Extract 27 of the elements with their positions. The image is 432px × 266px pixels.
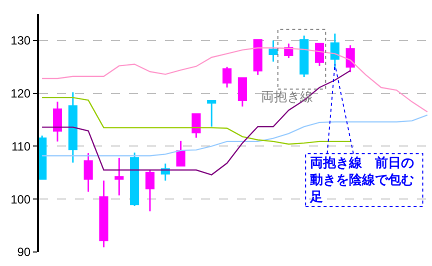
- candlestick: [130, 152, 140, 207]
- candlestick: [253, 39, 262, 76]
- candlestick: [192, 112, 201, 139]
- candlestick: [222, 66, 232, 88]
- y-tick-label: 90: [17, 245, 31, 260]
- candlestick: [346, 44, 355, 73]
- candlestick: [314, 42, 324, 67]
- candlestick: [52, 101, 62, 142]
- candlestick: [68, 92, 78, 164]
- annotation: 両抱き線 前日の動きを陰線で包む足: [309, 156, 414, 205]
- candlestick: [268, 40, 278, 62]
- y-tick-label: 100: [10, 192, 31, 206]
- candlestick: [145, 168, 154, 212]
- candlestick: [39, 134, 47, 180]
- candlestick: [176, 140, 186, 167]
- y-tick-label: 120: [10, 86, 31, 101]
- line-series: [41, 47, 428, 112]
- candlestick: [300, 34, 309, 78]
- candlestick: [238, 77, 247, 108]
- candlestick: [99, 180, 108, 248]
- line-series: [41, 114, 428, 156]
- y-tick-label: 110: [11, 139, 31, 154]
- y-tick-label: 130: [10, 34, 31, 48]
- candlestick: [330, 32, 340, 70]
- candlestick: [114, 157, 124, 196]
- candlestick: [84, 152, 93, 192]
- candlestick: [207, 100, 216, 128]
